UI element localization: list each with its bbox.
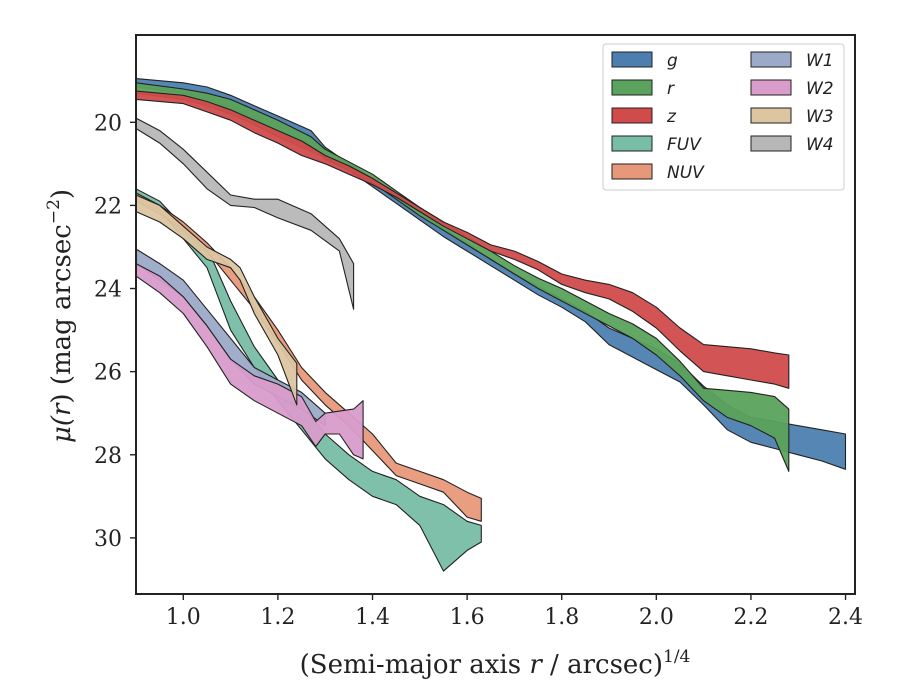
x-axis-label-main: (Semi-major axis: [300, 650, 530, 680]
legend-label-w3: W3: [806, 107, 834, 127]
legend-swatch-r: [611, 79, 653, 96]
legend-swatch-fuv: [611, 135, 653, 152]
y-axis-label-r: r: [47, 402, 77, 416]
y-axis-label: μ(r) (mag arcsec−2): [44, 189, 77, 443]
x-tick-label: 2.4: [828, 605, 863, 630]
legend-label-g: g: [667, 51, 678, 71]
plot-frame: [135, 34, 856, 595]
band-fuv: [135, 188, 482, 572]
y-axis-label-close: ): [47, 189, 77, 199]
x-axis-label-r: r: [529, 650, 543, 680]
legend-swatch-z: [611, 107, 653, 124]
y-tick-label: 26: [94, 361, 122, 386]
x-tick-label: 1.0: [166, 605, 201, 630]
legend-swatch-nuv: [611, 163, 653, 180]
y-tick-label: 28: [94, 444, 122, 469]
x-axis-label-tail: / arcsec): [542, 650, 663, 680]
legend-label-z: z: [666, 107, 677, 127]
y-axis-ticks: 20 22 24 26 28 30: [94, 111, 136, 552]
x-tick-label: 2.2: [733, 605, 768, 630]
band-w4: [135, 117, 355, 310]
legend-items: grz FUV NUV W1 W2 W3 W4: [611, 51, 834, 183]
band-z: [135, 90, 790, 389]
legend-swatch-g: [611, 51, 653, 68]
x-tick-label: 1.6: [450, 605, 485, 630]
y-axis-label-tail: ) (mag arcsec: [47, 224, 77, 403]
band-nuv: [135, 192, 482, 522]
legend-swatch-w4: [750, 135, 792, 152]
legend-label-w2: W2: [806, 79, 834, 99]
x-tick-label: 2.0: [639, 605, 674, 630]
legend-label-w4: W4: [806, 135, 834, 155]
legend-swatch-w3: [750, 107, 792, 124]
legend-label-nuv: NUV: [667, 163, 705, 183]
y-tick-label: 30: [94, 527, 122, 552]
y-tick-label: 22: [94, 194, 122, 219]
x-axis-label-exponent: 1/4: [663, 647, 690, 667]
legend-label-r: r: [667, 79, 675, 99]
band-w3: [135, 194, 298, 406]
x-axis-ticks: 1.0 1.2 1.4 1.6 1.8 2.0 2.2 2.4: [166, 594, 863, 630]
x-axis-label: (Semi-major axis r / arcsec)1/4: [300, 647, 691, 680]
y-axis-label-exponent: −2: [44, 199, 64, 224]
band-w2: [135, 263, 364, 460]
legend-swatch-w1: [750, 51, 792, 68]
legend: grz FUV NUV W1 W2 W3 W4: [602, 43, 845, 191]
y-tick-label: 20: [94, 111, 122, 136]
x-tick-label: 1.2: [260, 605, 295, 630]
y-axis-label-mu: μ(: [47, 415, 77, 443]
x-tick-label: 1.8: [544, 605, 579, 630]
legend-swatch-w2: [750, 79, 792, 96]
series-bands: [135, 78, 847, 572]
legend-label-w1: W1: [806, 51, 834, 71]
x-tick-label: 1.4: [355, 605, 390, 630]
legend-label-fuv: FUV: [667, 135, 702, 155]
y-tick-label: 24: [94, 278, 122, 303]
